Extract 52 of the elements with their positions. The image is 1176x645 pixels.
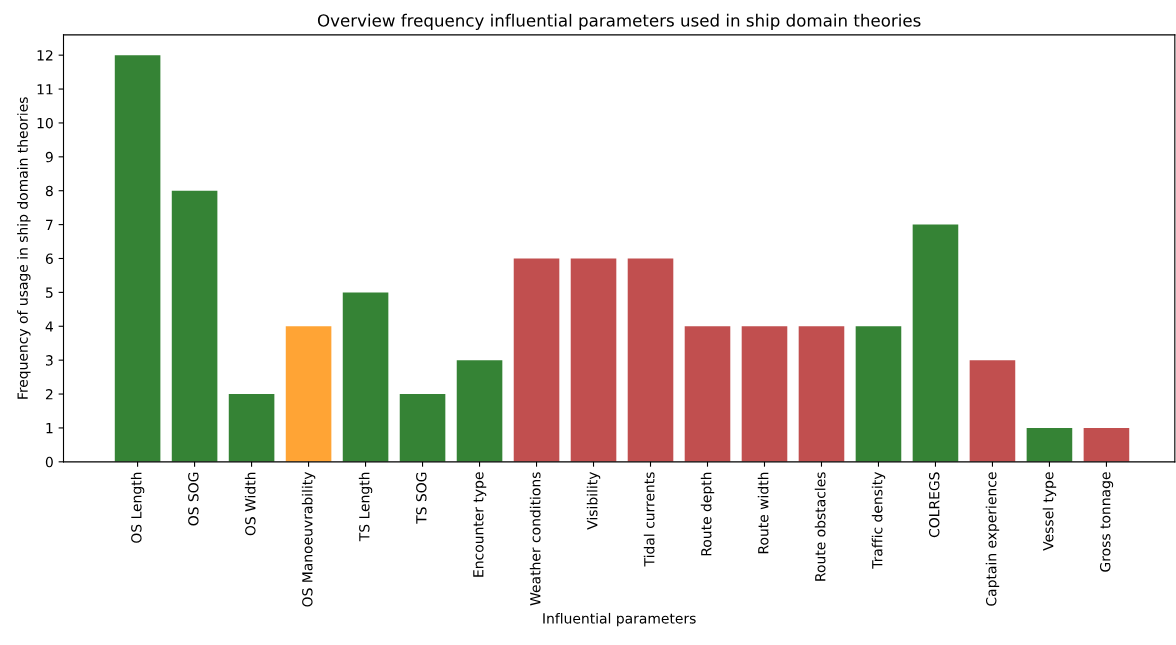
y-tick-label: 0	[45, 456, 53, 468]
x-tick-label: Tidal currents	[643, 472, 655, 567]
x-tick-label: TS SOG	[416, 472, 427, 524]
y-tick-label: 6	[45, 253, 53, 264]
x-tick-label: OS SOG	[188, 472, 199, 526]
y-tick-label: 11	[37, 84, 53, 95]
x-tick-label: COLREGS	[928, 472, 940, 538]
x-tick-label: Route obstacles	[814, 472, 826, 581]
x-tick-label: Visibility	[586, 471, 601, 530]
x-tick-label: Vessel type	[1042, 472, 1057, 551]
x-tick-label: Weather conditions	[529, 472, 541, 606]
bar	[1026, 427, 1073, 462]
y-tick-label: 1	[46, 423, 53, 434]
bar	[627, 258, 674, 462]
bar	[684, 326, 731, 462]
y-tick-label: 7	[46, 219, 53, 230]
bar	[513, 258, 560, 462]
y-tick-label: 9	[45, 151, 53, 163]
y-tick-label: 5	[46, 287, 53, 298]
bar	[399, 394, 446, 462]
bar	[285, 326, 332, 462]
x-tick-label: Captain experience	[985, 472, 1000, 606]
x-tick-label: TS Length	[358, 472, 373, 542]
y-tick-label: 10	[37, 117, 53, 129]
bar	[798, 326, 845, 462]
x-tick-label: Traffic density	[871, 471, 886, 569]
bar	[228, 394, 275, 462]
bar	[855, 326, 902, 462]
x-tick-label: Route width	[757, 472, 769, 554]
y-axis-title: Frequency of usage in ship domain theories	[17, 97, 31, 399]
bar	[171, 190, 218, 462]
y-tick-label: 8	[45, 185, 53, 197]
x-axis-title: Influential parameters	[543, 612, 696, 627]
y-tick-label: 3	[46, 355, 53, 366]
bar	[741, 326, 788, 462]
x-tick-label: Encounter type	[473, 472, 487, 577]
bar	[456, 360, 503, 462]
bar	[342, 292, 389, 462]
y-tick-label: 12	[37, 50, 53, 61]
bar	[912, 224, 959, 462]
y-tick-label: 2	[45, 389, 53, 400]
x-tick-label: Gross tonnage	[1099, 472, 1114, 572]
chart-title: Overview frequency influential parameters used in ship domain theories	[317, 13, 921, 30]
x-tick-label: OS Length	[130, 472, 145, 543]
x-tick-label: Route depth	[700, 472, 715, 556]
x-tick-label: OS Width	[244, 472, 256, 536]
bar	[570, 258, 617, 462]
bar	[969, 360, 1016, 462]
bar	[1083, 427, 1130, 462]
bar	[114, 55, 161, 462]
x-tick-label: OS Manoeuvrability	[301, 471, 316, 607]
y-tick-label: 4	[45, 321, 53, 332]
